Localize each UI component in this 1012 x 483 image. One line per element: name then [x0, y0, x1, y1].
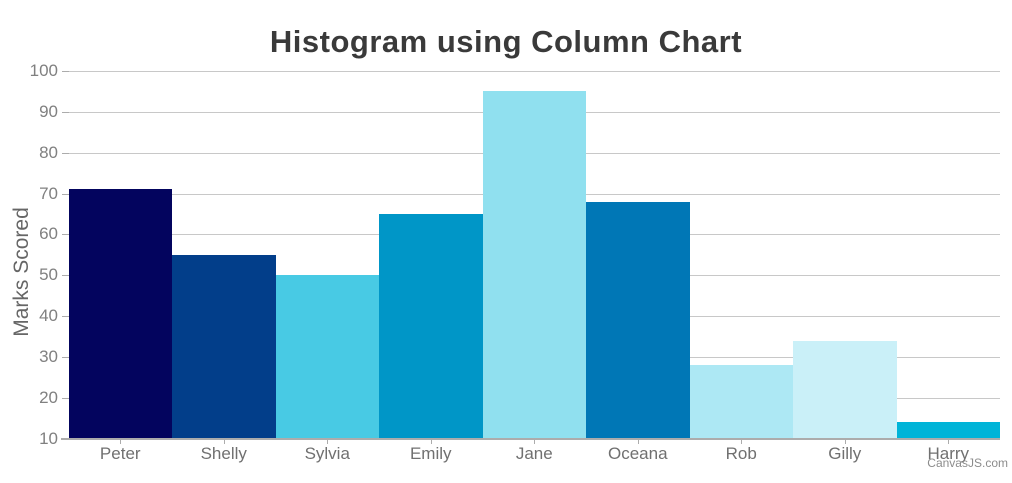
y-tick-label-40: 40 — [39, 306, 58, 325]
bar-jane[interactable] — [482, 91, 586, 439]
chart-title: Histogram using Column Chart — [269, 24, 743, 59]
x-tick-label-rob: Rob — [725, 444, 757, 463]
x-tick-label-emily: Emily — [409, 444, 452, 463]
bar-rob[interactable] — [689, 365, 793, 439]
canvasjs-watermark-link[interactable]: CanvasJS.com — [927, 456, 1008, 470]
y-tick-mark-20 — [62, 397, 69, 399]
x-tick-mark-rob — [741, 438, 743, 444]
y-tick-mark-90 — [62, 111, 69, 113]
y-tick-mark-80 — [62, 152, 69, 154]
x-tick-mark-oceana — [637, 438, 639, 444]
x-tick-mark-emily — [430, 438, 432, 444]
y-tick-mark-60 — [62, 234, 69, 236]
x-tick-label-peter: Peter — [99, 444, 141, 463]
x-tick-label-harry: Harry — [927, 444, 970, 463]
y-tick-mark-100 — [62, 71, 69, 72]
x-tick-mark-peter — [120, 438, 122, 444]
y-tick-mark-50 — [62, 275, 69, 277]
bar-sylvia[interactable] — [275, 275, 379, 439]
y-tick-label-70: 70 — [39, 183, 58, 203]
x-tick-label-shelly: Shelly — [200, 444, 247, 463]
x-tick-mark-sylvia — [327, 438, 329, 444]
y-tick-label-10: 10 — [39, 428, 58, 448]
x-tick-mark-gilly — [844, 438, 846, 444]
y-tick-mark-70 — [62, 193, 69, 195]
gridline-y-100 — [68, 71, 1000, 72]
y-tick-label-90: 90 — [39, 101, 58, 121]
x-tick-label-oceana: Oceana — [607, 444, 668, 463]
x-tick-label-sylvia: Sylvia — [304, 444, 350, 463]
x-tick-label-gilly: Gilly — [828, 444, 862, 463]
bar-shelly[interactable] — [172, 254, 276, 439]
x-tick-mark-shelly — [223, 438, 225, 444]
bar-peter[interactable] — [68, 189, 172, 439]
y-tick-label-50: 50 — [39, 265, 58, 285]
y-tick-mark-40 — [62, 316, 69, 317]
x-tick-label-jane: Jane — [515, 444, 553, 463]
y-tick-label-100: 100 — [29, 61, 58, 80]
x-axis-line — [61, 437, 1000, 440]
y-tick-label-60: 60 — [39, 224, 58, 244]
y-tick-mark-30 — [62, 356, 69, 358]
x-tick-mark-jane — [534, 438, 536, 444]
bar-emily[interactable] — [379, 213, 483, 439]
bar-harry[interactable] — [896, 422, 1000, 439]
y-tick-label-30: 30 — [39, 346, 58, 366]
y-tick-label-80: 80 — [39, 142, 58, 162]
bar-oceana[interactable] — [586, 201, 690, 439]
x-tick-mark-harry — [948, 438, 950, 444]
y-tick-label-20: 20 — [39, 387, 58, 407]
bar-gilly[interactable] — [793, 340, 897, 439]
